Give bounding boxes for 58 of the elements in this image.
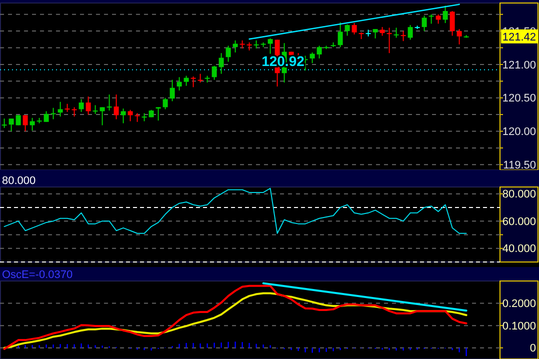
y-tick-label: 0.2000 — [502, 298, 536, 310]
candlestick — [86, 96, 91, 116]
candlestick — [226, 45, 231, 62]
candlestick — [78, 98, 84, 112]
y-tick-label: 60.000 — [502, 216, 536, 228]
candlestick — [212, 65, 217, 80]
line-series — [4, 188, 467, 234]
candlestick — [316, 45, 322, 59]
candlestick — [394, 27, 399, 38]
candlestick — [442, 5, 448, 24]
y-tick-label: 0.1000 — [502, 320, 536, 332]
y-tick-label: 121.00 — [502, 59, 536, 72]
candlestick — [8, 118, 14, 132]
y-tick-label: 0 — [530, 342, 536, 355]
candlestick — [408, 24, 413, 40]
chart-title: OscE=-0.0370 — [2, 269, 73, 281]
candlestick — [428, 14, 434, 24]
candlestick — [120, 108, 126, 124]
y-tick-label: 120.50 — [502, 92, 536, 105]
y-tick-label: 40.000 — [502, 243, 536, 256]
candlestick — [170, 79, 175, 102]
candlestick — [338, 22, 343, 48]
candlestick — [184, 75, 189, 86]
candlestick — [128, 109, 133, 122]
candlestick — [22, 114, 28, 132]
text: 121.42 — [502, 31, 536, 44]
candlestick — [456, 28, 462, 45]
y-tick-label: 120.00 — [502, 126, 536, 138]
y-tick-label: 80.000 — [502, 188, 536, 201]
candlestick — [92, 104, 98, 114]
candlestick — [106, 94, 112, 112]
candlestick — [450, 10, 455, 36]
candlestick — [372, 28, 378, 39]
candlestick — [156, 106, 161, 122]
candlestick — [50, 107, 56, 120]
y-tick-label: 119.50 — [503, 160, 536, 172]
candlestick — [134, 112, 140, 122]
candlestick — [344, 24, 350, 36]
candlestick — [400, 30, 406, 42]
candlestick — [386, 27, 392, 54]
candlestick — [162, 97, 168, 110]
candlestick — [422, 15, 427, 32]
candlestick — [218, 52, 224, 74]
candlestick — [58, 101, 63, 118]
candlestick — [114, 94, 119, 120]
chart-title: 80.000 — [2, 175, 36, 187]
candlestick — [2, 118, 7, 128]
candlestick — [232, 40, 238, 53]
candlestick — [30, 117, 35, 132]
candlestick — [176, 76, 182, 92]
candlestick — [190, 76, 196, 88]
candlestick — [44, 110, 49, 122]
candlestick — [268, 38, 273, 54]
candlestick — [310, 52, 315, 64]
candlestick — [72, 106, 77, 118]
candlestick — [436, 14, 441, 24]
candlestick — [100, 106, 105, 126]
candlestick — [352, 22, 357, 35]
